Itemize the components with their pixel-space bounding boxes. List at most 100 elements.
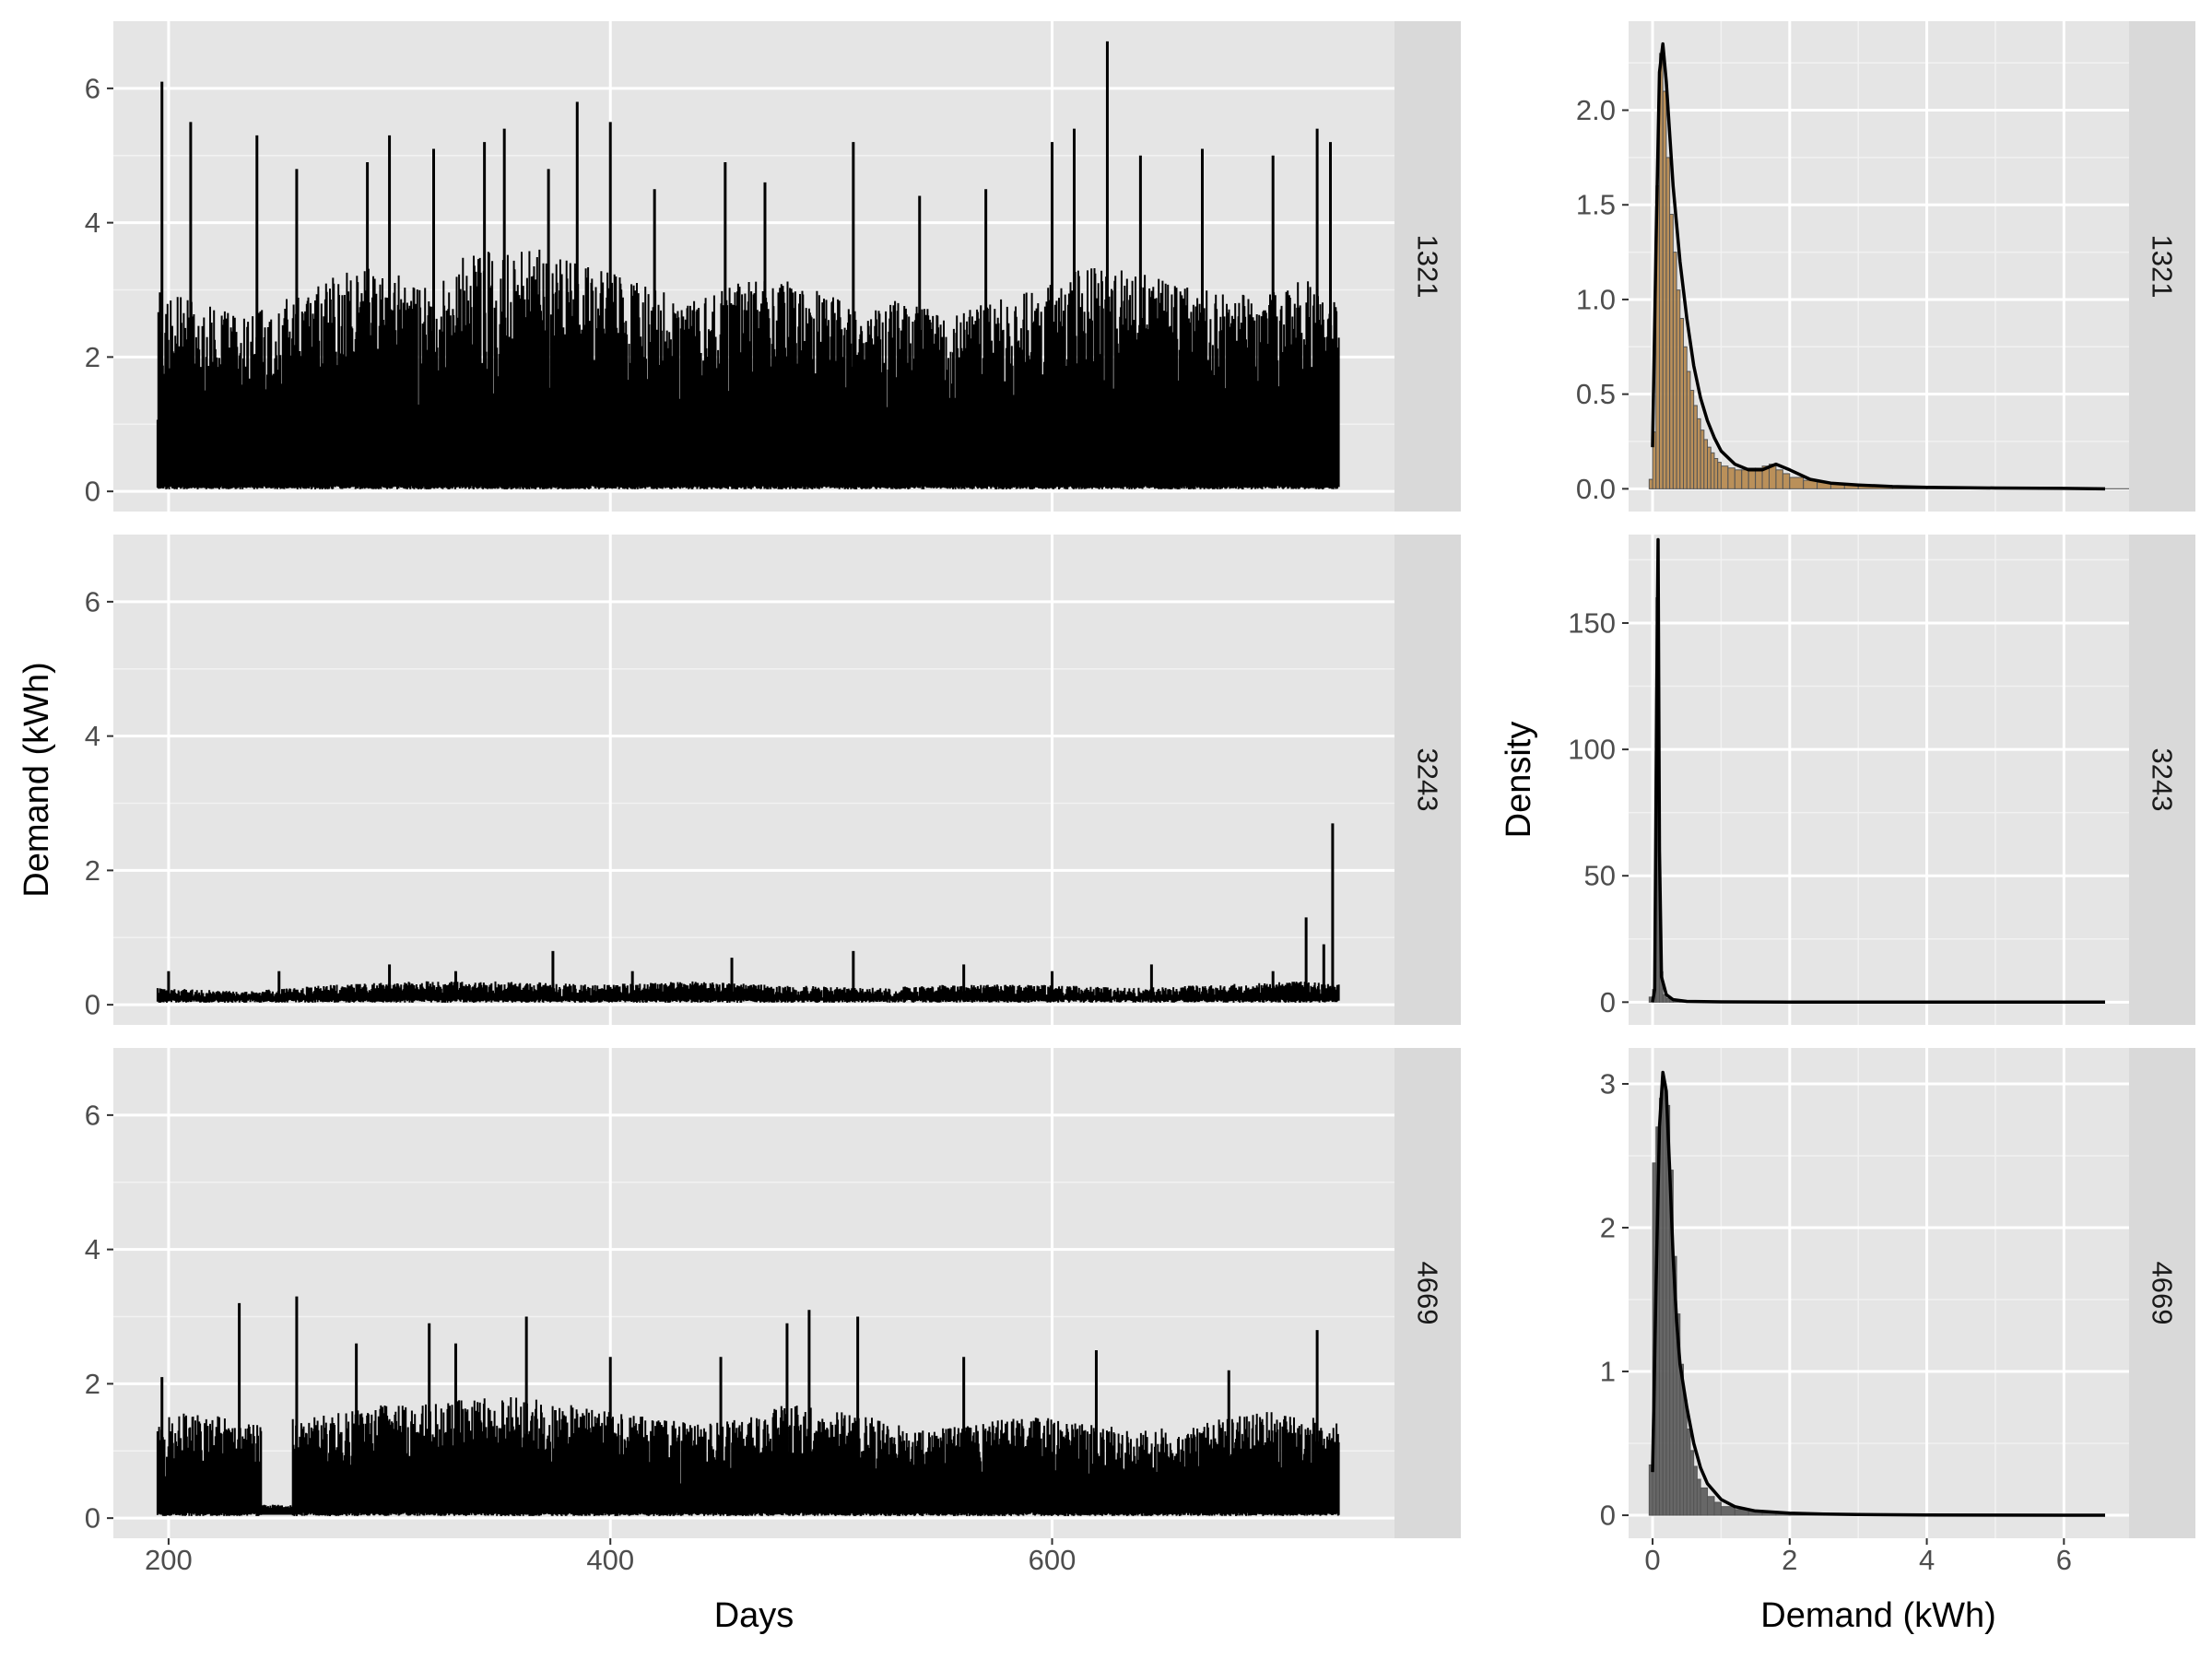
y-tick-label: 2	[85, 854, 100, 887]
timeseries-facet-3: 0 2 4 6 4669	[85, 1048, 1461, 1538]
y-axis-title: Density	[1500, 722, 1538, 839]
histogram-bar	[1665, 997, 1671, 1003]
y-tick-label: 6	[85, 585, 100, 618]
histogram-bar	[1672, 252, 1677, 489]
y-tick-label: 4	[85, 1233, 100, 1265]
y-tick-label: 1.0	[1576, 283, 1616, 315]
y-tick-label: 2	[85, 1368, 100, 1400]
histogram-bar	[1707, 1496, 1715, 1516]
facet-strip-label: 3243	[2147, 748, 2179, 812]
facet-strip	[1394, 21, 1461, 512]
y-tick-label: 2	[1600, 1212, 1616, 1244]
y-tick-label: 0	[1600, 1500, 1616, 1532]
density-curve	[1651, 41, 2106, 491]
x-tick-label: 0	[1644, 1544, 1660, 1576]
panel-background	[1629, 535, 2129, 1025]
demand-trace	[156, 981, 1340, 1003]
histogram-bar	[1720, 465, 1729, 489]
histogram-bar	[1710, 452, 1715, 489]
timeseries-x-axis: 200 400 600	[145, 1538, 1076, 1576]
panel-background	[1629, 1048, 2129, 1538]
x-axis-title: Demand (kWh)	[1760, 1596, 1996, 1635]
histogram-bar	[1696, 1478, 1701, 1516]
histogram-bar	[1676, 289, 1681, 489]
density-curve	[1651, 1070, 2105, 1517]
histogram-bar	[1713, 457, 1719, 489]
histogram-bar	[1703, 439, 1709, 489]
facet-strip	[1394, 1048, 1461, 1538]
y-tick-label: 6	[85, 72, 100, 104]
facet-strip	[1394, 535, 1461, 1025]
y-axis-title: Demand (kWh)	[18, 662, 56, 898]
x-tick-label: 200	[145, 1544, 193, 1576]
histogram-bar	[1700, 429, 1705, 489]
demand-trace	[156, 1397, 1340, 1516]
y-tick-label: 0	[85, 476, 100, 508]
histogram-bar	[1727, 467, 1735, 489]
density-curve	[1651, 537, 2105, 1005]
facet-strip	[2129, 21, 2195, 512]
timeseries-facet-1: 0 2 4 6 1321	[85, 21, 1461, 512]
y-tick-label: 0	[1600, 986, 1616, 1018]
facet-strip-label: 4669	[2147, 1262, 2179, 1325]
histogram-bar	[1686, 371, 1691, 489]
histogram-bar	[1662, 90, 1667, 489]
x-tick-label: 6	[2056, 1544, 2072, 1576]
histogram-bar	[1679, 317, 1685, 489]
y-tick-label: 4	[85, 206, 100, 239]
density-x-axis: 0 2 4 6	[1644, 1538, 2072, 1576]
y-tick-label: 150	[1568, 606, 1616, 639]
histogram-bar	[1782, 473, 1791, 489]
histogram-bar	[1665, 157, 1671, 489]
histogram-bar	[1696, 418, 1701, 489]
facet-strip-label: 1321	[1412, 235, 1444, 299]
density-facet-3: 0 1 2 3 4669	[1600, 1048, 2195, 1538]
y-tick-label: 3	[1600, 1068, 1616, 1100]
histogram-bar	[1720, 1506, 1735, 1516]
y-tick-label: 6	[85, 1099, 100, 1131]
facet-strip	[2129, 535, 2195, 1025]
x-tick-label: 2	[1782, 1544, 1797, 1576]
y-tick-label: 4	[85, 720, 100, 752]
y-tick-label: 0	[85, 989, 100, 1021]
facet-strip-label: 1321	[2147, 235, 2179, 299]
y-tick-label: 0.0	[1576, 473, 1616, 505]
histogram-bar	[1789, 477, 1805, 489]
histogram-bar	[1683, 1399, 1688, 1516]
y-tick-label: 2	[85, 341, 100, 373]
histogram-bar	[1648, 1464, 1653, 1516]
histogram-bar	[1693, 405, 1698, 489]
y-tick-label: 1	[1600, 1356, 1616, 1388]
histogram-bar	[1689, 390, 1695, 489]
x-tick-label: 600	[1029, 1544, 1077, 1576]
facet-strip	[2129, 1048, 2195, 1538]
facet-strip-label: 4669	[1412, 1262, 1444, 1325]
timeseries-facet-2: 0 2 4 6 3243	[85, 535, 1461, 1025]
histogram-bar	[1707, 446, 1712, 489]
demand-trace	[156, 249, 1340, 489]
histogram-bar	[1669, 214, 1674, 489]
y-tick-label: 50	[1584, 860, 1616, 892]
histogram-bar	[1662, 1083, 1667, 1516]
histogram-bar	[1686, 1428, 1691, 1516]
y-tick-label: 100	[1568, 734, 1616, 766]
density-facet-1: 0.0 0.5 1.0 1.5 2.0 1321	[1576, 21, 2195, 512]
x-tick-label: 4	[1919, 1544, 1935, 1576]
histogram-bar	[1648, 478, 1653, 489]
histogram-bar	[1775, 469, 1783, 489]
histogram-bar	[1693, 1465, 1698, 1516]
x-axis-title: Days	[714, 1596, 794, 1635]
histogram-bar	[1713, 1501, 1722, 1516]
histogram-bar	[1741, 469, 1749, 489]
y-tick-label: 0	[85, 1502, 100, 1535]
x-tick-label: 400	[586, 1544, 634, 1576]
y-tick-label: 0.5	[1576, 378, 1616, 410]
y-tick-label: 1.5	[1576, 189, 1616, 221]
histogram-bar	[1717, 462, 1722, 489]
facet-strip-label: 3243	[1412, 748, 1444, 812]
histogram-bar	[1700, 1487, 1709, 1516]
panel-background	[113, 535, 1394, 1025]
histogram-bar	[1734, 469, 1743, 489]
density-facet-2: 0 50 100 150 3243	[1568, 535, 2195, 1025]
